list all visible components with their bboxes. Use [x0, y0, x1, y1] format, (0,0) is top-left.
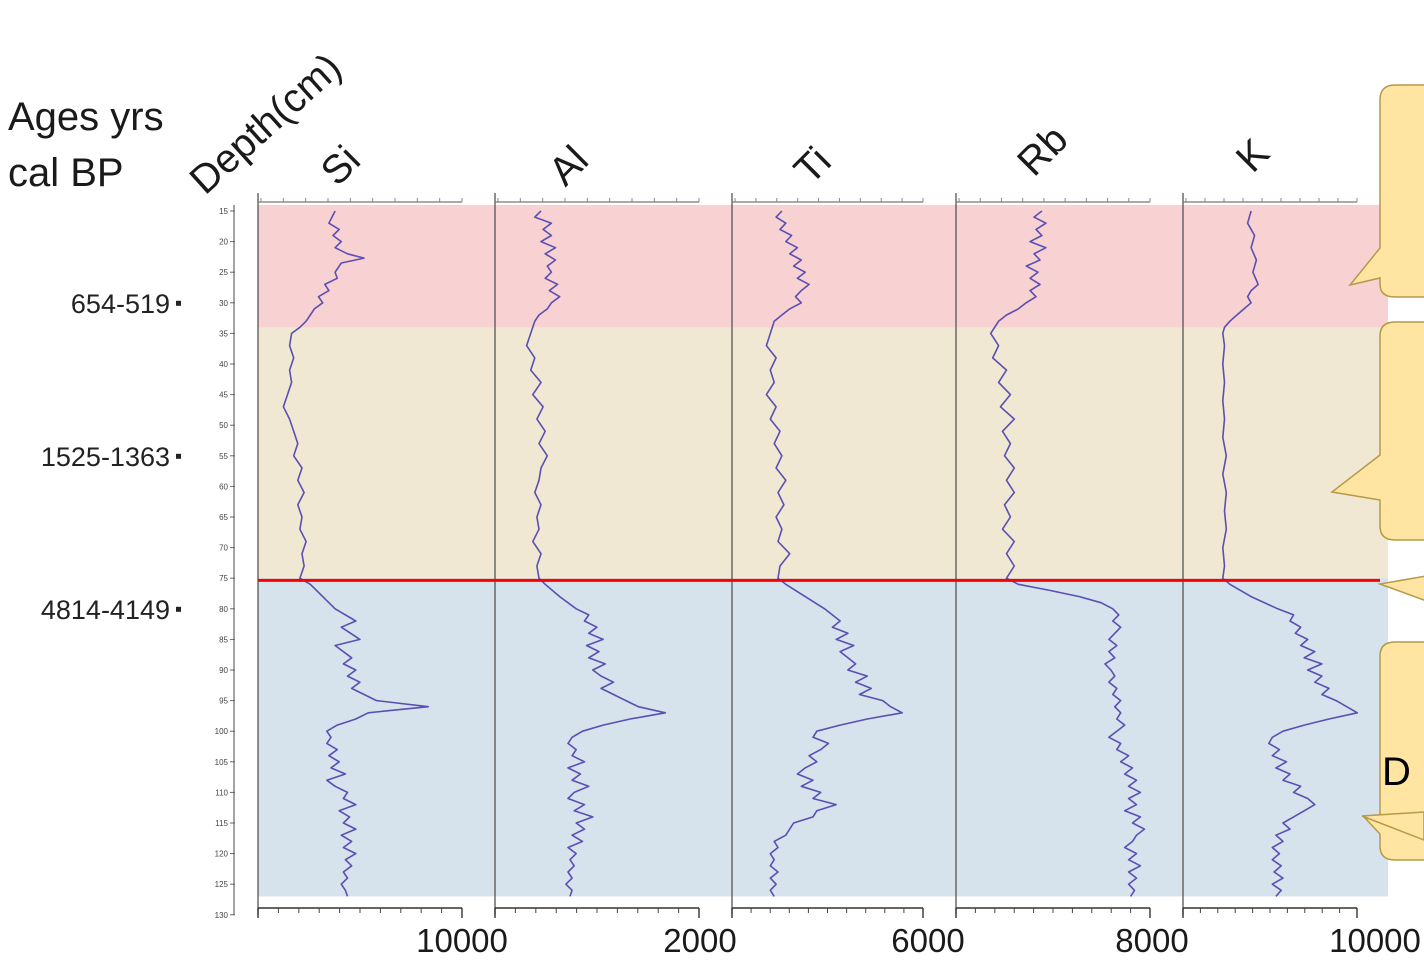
- bottom-tick-label: 8000: [1115, 922, 1188, 959]
- callout-1: [1348, 84, 1424, 298]
- depth-tick-label: 55: [219, 452, 228, 461]
- series-line-al: [525, 210, 667, 897]
- depth-tick-label: 125: [215, 880, 229, 889]
- depth-tick-label: 45: [219, 391, 228, 400]
- age-marker: [176, 300, 181, 306]
- zone-1: [258, 205, 1388, 334]
- depth-tick-label: 100: [215, 727, 229, 736]
- depth-tick-label: 65: [219, 513, 228, 522]
- depth-tick-label: 80: [219, 605, 228, 614]
- depth-tick-label: 35: [219, 329, 228, 338]
- bottom-tick-label: 2000: [663, 922, 736, 959]
- depth-axis: 15 20 25 30 35 40 45 50 55 60 65 70 75 80 85 90 95 100 105…: [215, 205, 235, 920]
- series-header-k: K: [1228, 131, 1278, 181]
- callout-3: [1377, 575, 1424, 601]
- series-header-ti: Ti: [786, 139, 840, 193]
- age-label: 654-519: [71, 289, 170, 319]
- callout-2: [1330, 321, 1424, 541]
- callout-4-text: D: [1382, 750, 1411, 794]
- bottom-axis: 10000 2000 6000 8000 10000: [257, 907, 1421, 959]
- depth-tick-label: 20: [219, 238, 228, 247]
- age-labels: 654-519 1525-1363 4814-4149: [41, 289, 181, 625]
- zone-bands: [258, 205, 1388, 897]
- age-label: 4814-4149: [41, 595, 170, 625]
- depth-axis-title: Depth(cm): [182, 45, 350, 203]
- depth-tick-label: 50: [219, 421, 228, 430]
- depth-tick-label: 15: [219, 207, 228, 216]
- depth-tick-label: 120: [215, 850, 229, 859]
- age-axis-title-line1: Ages yrs: [8, 95, 164, 139]
- depth-tick-label: 115: [215, 819, 228, 828]
- zone-3: [258, 578, 1388, 897]
- bottom-tick-label: 10000: [1329, 922, 1421, 959]
- age-axis-title-line2: cal BP: [8, 151, 124, 195]
- depth-tick-label: 40: [219, 360, 228, 369]
- depth-tick-label: 75: [219, 574, 228, 583]
- series-header-al: Al: [541, 138, 597, 194]
- age-marker: [176, 453, 181, 459]
- series-header-si: Si: [313, 138, 369, 194]
- callout-4: D: [1361, 641, 1424, 861]
- series-line-ti: [765, 210, 903, 897]
- depth-tick-label: 60: [219, 482, 228, 491]
- series-line-si: [282, 210, 430, 897]
- depth-tick-label: 90: [219, 666, 228, 675]
- zone-2: [258, 327, 1388, 585]
- depth-tick-label: 70: [219, 544, 228, 553]
- bottom-tick-label: 6000: [891, 922, 964, 959]
- depth-tick-label: 130: [215, 911, 229, 920]
- depth-tick-label: 105: [215, 758, 229, 767]
- series-header-rb: Rb: [1009, 117, 1076, 184]
- depth-tick-label: 85: [219, 635, 228, 644]
- depth-tick-label: 95: [219, 697, 228, 706]
- series-lines: [282, 210, 1359, 897]
- age-marker: [176, 606, 181, 612]
- depth-tick-label: 30: [219, 299, 228, 308]
- series-line-rb: [989, 210, 1146, 897]
- series-line-k: [1222, 210, 1359, 897]
- bottom-tick-label: 10000: [416, 922, 508, 959]
- depth-tick-label: 25: [219, 268, 228, 277]
- age-label: 1525-1363: [41, 442, 170, 472]
- depth-tick-label: 110: [215, 788, 228, 797]
